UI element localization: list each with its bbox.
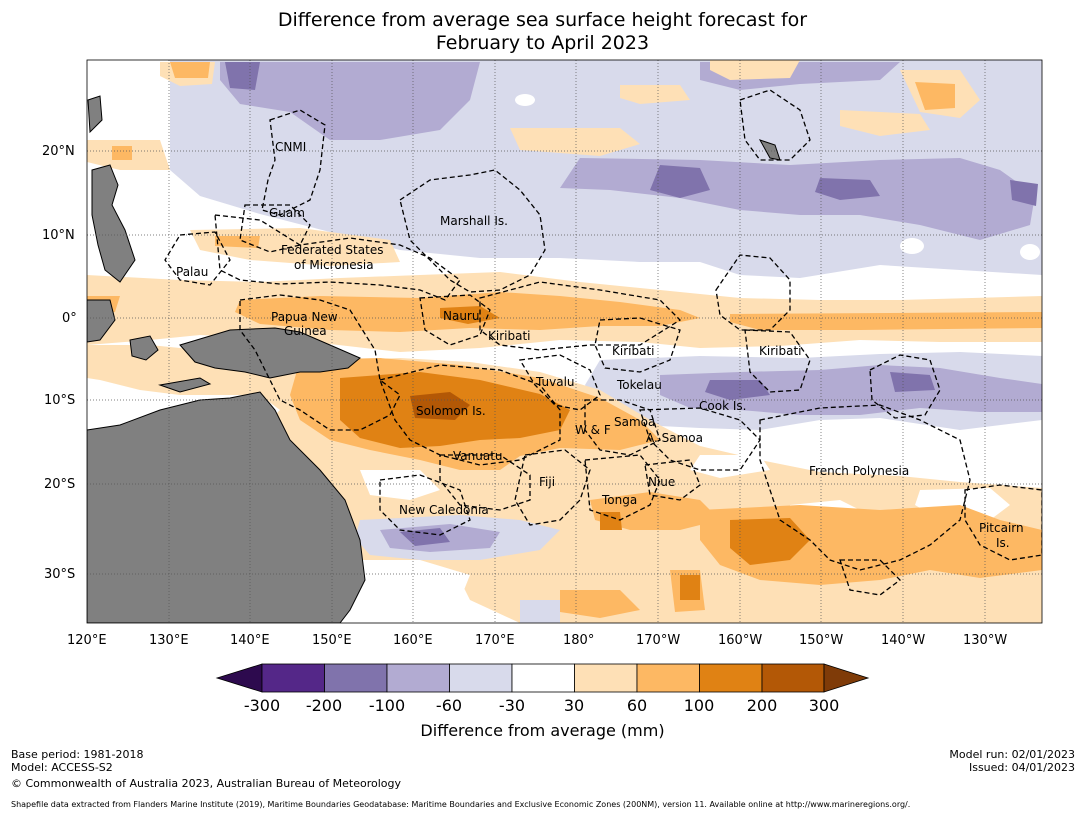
positive-anomaly-equatorial-core (87, 292, 1042, 332)
colorbar-label: Difference from average (mm) (420, 721, 665, 740)
lat-label-20s: 20°S (44, 477, 76, 492)
lon-label-160w: 160°W (718, 633, 763, 648)
colorbar-segment (324, 663, 388, 693)
footer-base-period: Base period: 1981-2018 (11, 748, 144, 761)
colorbar-segment (261, 663, 325, 693)
lat-label-0: 0° (62, 311, 77, 326)
lon-label-170w: 170°W (636, 633, 681, 648)
colorbar-segment (511, 663, 575, 693)
footer-model: Model: ACCESS-S2 (11, 761, 113, 774)
land-sulawesi-timor (129, 335, 212, 393)
title-line-2: February to April 2023 (435, 32, 650, 54)
colorbar-segment (636, 663, 700, 693)
colorbar-tick: -300 (243, 696, 281, 715)
footer-issued: Issued: 04/01/2023 (968, 761, 1075, 774)
positive-anomaly-north-patches (87, 60, 980, 266)
positive-anomaly-equatorial-strong (440, 306, 500, 324)
negative-anomaly-south-strong (705, 372, 935, 400)
lat-label-10s: 10°S (44, 393, 76, 408)
colorbar-tick: 100 (683, 696, 715, 715)
lon-label-130w: 130°W (963, 633, 1008, 648)
region-label-png-line2: Guinea (284, 324, 327, 338)
land-borneo (87, 299, 116, 343)
region-label-pitcairn-line1: Pitcairn (979, 521, 1024, 535)
region-label-niue: Niue (648, 475, 676, 489)
lat-label-30s: 30°S (44, 567, 76, 582)
lat-label-20n: 20°N (42, 144, 75, 159)
colorbar-tick: 60 (626, 696, 648, 715)
positive-anomaly-south-strong (340, 372, 810, 600)
land-taiwan (87, 95, 103, 134)
title-line-1: Difference from average sea surface heig… (277, 9, 808, 31)
colorbar-tick: -60 (435, 696, 463, 715)
region-label-tonga: Tonga (602, 493, 638, 507)
lon-label-180: 180° (563, 633, 595, 648)
region-label-kiribati-east: Kiribati (759, 344, 802, 358)
region-label-nauru: Nauru (443, 309, 480, 323)
region-label-kiribati-west: Kiribati (488, 329, 531, 343)
neutral-south-patches (360, 455, 1010, 610)
lon-label-160e: 160°E (393, 633, 433, 648)
region-label-pitcairn-line2: Is. (996, 536, 1010, 550)
colorbar-tick: -200 (305, 696, 343, 715)
footer-copyright: © Commonwealth of Australia 2023, Austra… (11, 777, 401, 790)
region-label-marshall-islands: Marshall Is. (440, 214, 508, 228)
neutral-patch (900, 238, 924, 254)
land-australia (87, 391, 366, 623)
eez-boundaries (164, 89, 1042, 596)
lat-label-10n: 10°N (42, 228, 75, 243)
neutral-patch (1020, 244, 1040, 260)
lon-label-170e: 170°E (475, 633, 515, 648)
positive-anomaly-south-very-strong (410, 392, 470, 420)
colorbar-segment (449, 663, 513, 693)
colorbar-segment (761, 663, 825, 693)
colorbar-tick: -100 (368, 696, 406, 715)
land-new-guinea (179, 327, 361, 379)
colorbar (215, 663, 870, 693)
colorbar-tick: 30 (563, 696, 585, 715)
colorbar-tick: 300 (808, 696, 840, 715)
footer-shapefile-credit: Shapefile data extracted from Flanders M… (11, 800, 911, 809)
region-label-cnmi: CNMI (275, 140, 307, 154)
colorbar-segment (699, 663, 763, 693)
region-label-tokelau: Tokelau (617, 378, 662, 392)
neutral-patch (515, 94, 535, 106)
colorbar-extend-high (823, 663, 870, 693)
footer-model-run: Model run: 02/01/2023 (949, 748, 1075, 761)
region-label-kiribati-central: Kiribati (612, 344, 655, 358)
gridlines (87, 60, 1042, 623)
region-label-french-polynesia: French Polynesia (809, 464, 910, 478)
colorbar-extend-low (215, 663, 263, 693)
region-label-cook-islands: Cook Is. (699, 399, 747, 413)
lon-label-120e: 120°E (67, 633, 107, 648)
region-label-png-line1: Papua New (271, 310, 338, 324)
lon-label-140w: 140°W (881, 633, 926, 648)
colorbar-segment (386, 663, 450, 693)
region-label-tuvalu: Tuvalu (536, 375, 575, 389)
lon-label-130e: 130°E (149, 633, 189, 648)
colorbar-segment (574, 663, 638, 693)
region-label-samoa: Samoa (614, 415, 656, 429)
region-label-vanuatu: Vanuatu (453, 449, 503, 463)
region-label-solomon-islands: Solomon Is. (416, 404, 486, 418)
region-label-fsm-line1: Federated States (281, 243, 384, 257)
lon-label-150e: 150°E (312, 633, 352, 648)
lon-label-150w: 150°W (799, 633, 844, 648)
region-label-guam: Guam (269, 206, 305, 220)
region-label-palau: Palau (176, 265, 209, 279)
lon-label-140e: 140°E (230, 633, 270, 648)
sea-surface-height-field (87, 60, 1042, 623)
colorbar-tick: 200 (746, 696, 778, 715)
region-label-wallis-futuna: W & F (575, 423, 611, 437)
colorbar-tick: -30 (498, 696, 526, 715)
region-label-new-caledonia: New Caledonia (399, 503, 489, 517)
region-label-fsm-line2: of Micronesia (294, 258, 374, 272)
negative-anomaly-southwest-strong (400, 528, 450, 546)
region-label-fiji: Fiji (539, 475, 556, 489)
map-frame (86, 59, 1043, 624)
region-label-american-samoa: A. Samoa (646, 431, 703, 445)
